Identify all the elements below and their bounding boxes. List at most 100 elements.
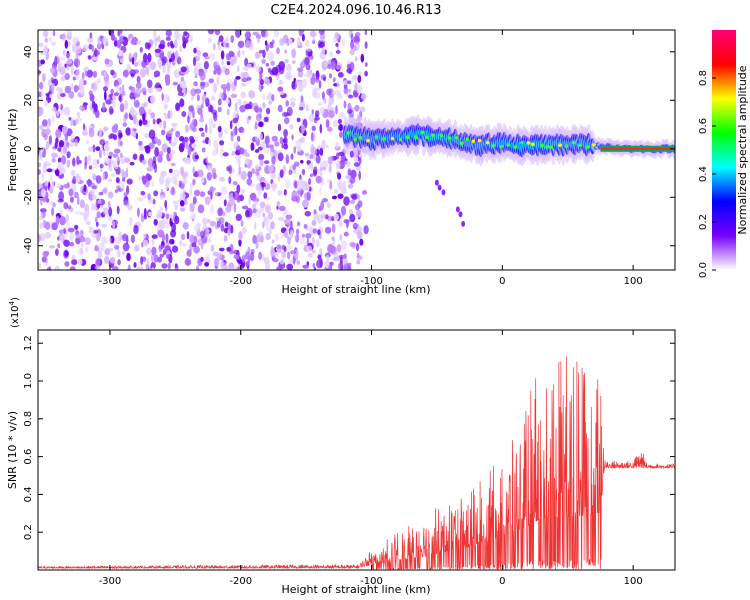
noise-blob: [38, 81, 44, 90]
snr-frame: [37, 329, 676, 571]
noise-blob: [259, 132, 263, 141]
noise-blob: [113, 40, 118, 47]
noise-blob: [169, 152, 174, 160]
noise-blob: [265, 232, 271, 241]
noise-blob: [165, 36, 171, 41]
noise-blob: [252, 208, 257, 214]
noise-blob: [310, 161, 314, 171]
noise-blob: [295, 80, 298, 84]
noise-blob: [300, 124, 305, 134]
noise-blob: [276, 201, 281, 207]
noise-blob: [130, 40, 134, 45]
noise-blob: [60, 109, 65, 116]
noise-blob: [170, 128, 174, 132]
noise-blob: [63, 106, 71, 117]
noise-blob: [252, 234, 257, 244]
noise-blob: [179, 192, 186, 200]
noise-blob: [150, 262, 156, 270]
noise-blob: [40, 213, 43, 219]
noise-blob: [70, 83, 74, 91]
noise-blob: [265, 204, 271, 214]
noise-blob: [225, 36, 229, 42]
noise-blob: [338, 220, 343, 228]
noise-blob: [49, 175, 53, 182]
noise-blob: [140, 190, 146, 196]
noise-blob: [148, 129, 156, 140]
snr-x-tick-label: -300: [99, 576, 122, 587]
noise-blob: [121, 84, 125, 93]
noise-blob: [193, 81, 198, 87]
noise-blob: [39, 222, 43, 229]
noise-blob: [67, 227, 75, 233]
noise-blob: [154, 146, 160, 157]
noise-blob: [326, 178, 330, 183]
noise-blob: [63, 239, 70, 247]
noise-blob: [161, 129, 166, 136]
noise-blob: [51, 106, 57, 112]
signal-peak: [431, 133, 435, 137]
noise-blob: [38, 143, 41, 147]
noise-blob: [273, 252, 279, 257]
noise-blob: [313, 166, 318, 175]
noise-blob: [72, 187, 76, 198]
noise-blob: [251, 168, 256, 174]
noise-blob: [337, 181, 344, 191]
noise-blob: [182, 222, 189, 230]
noise-blob: [240, 71, 244, 79]
noise-blob: [153, 190, 159, 197]
noise-blob: [124, 157, 131, 163]
snr-y-tick-label: 0.8: [23, 411, 34, 427]
noise-blob: [308, 178, 312, 185]
noise-blob: [38, 42, 44, 48]
noise-blob: [116, 85, 119, 94]
noise-blob: [117, 249, 121, 258]
noise-blob: [184, 124, 189, 133]
noise-blob: [52, 30, 56, 37]
noise-blob: [278, 79, 283, 85]
noise-blob: [261, 93, 266, 101]
noise-blob: [305, 49, 308, 57]
noise-blob: [93, 184, 98, 190]
signal-peak: [459, 141, 464, 146]
noise-blob: [261, 58, 266, 65]
noise-blob: [58, 236, 64, 242]
noise-blob: [246, 178, 253, 186]
noise-blob: [39, 124, 45, 131]
noise-blob: [89, 188, 95, 196]
spectrogram-y-tick-label: -20: [23, 189, 34, 205]
spectrogram-x-axis-label: Height of straight line (km): [281, 283, 430, 296]
noise-blob: [184, 258, 192, 266]
noise-blob: [148, 61, 151, 72]
noise-blob: [131, 56, 135, 65]
noise-blob: [51, 157, 56, 163]
noise-blob: [103, 86, 108, 92]
snr-x-tick-label: -100: [360, 576, 383, 587]
noise-blob: [103, 186, 108, 195]
noise-blob: [126, 65, 132, 72]
noise-blob: [305, 39, 310, 47]
signal-peak: [390, 136, 395, 141]
noise-blob: [245, 152, 250, 158]
noise-blob: [58, 140, 65, 148]
noise-blob: [76, 155, 80, 166]
noise-blob: [133, 99, 140, 108]
noise-blob: [104, 79, 110, 87]
noise-blob: [235, 266, 239, 270]
noise-blob: [161, 143, 169, 153]
noise-blob: [58, 191, 65, 202]
noise-blob: [237, 98, 242, 106]
noise-blob: [204, 196, 211, 205]
noise-blob: [221, 262, 228, 270]
noise-blob: [82, 123, 86, 131]
noise-blob: [151, 237, 155, 246]
noise-blob: [92, 70, 98, 78]
noise-blob: [322, 198, 328, 203]
noise-blob: [88, 127, 95, 138]
noise-blob: [154, 136, 158, 143]
noise-blob: [164, 199, 167, 209]
noise-blob: [44, 231, 51, 239]
noise-blob: [173, 68, 180, 78]
noise-blob: [343, 263, 350, 270]
noise-blob: [213, 112, 218, 122]
